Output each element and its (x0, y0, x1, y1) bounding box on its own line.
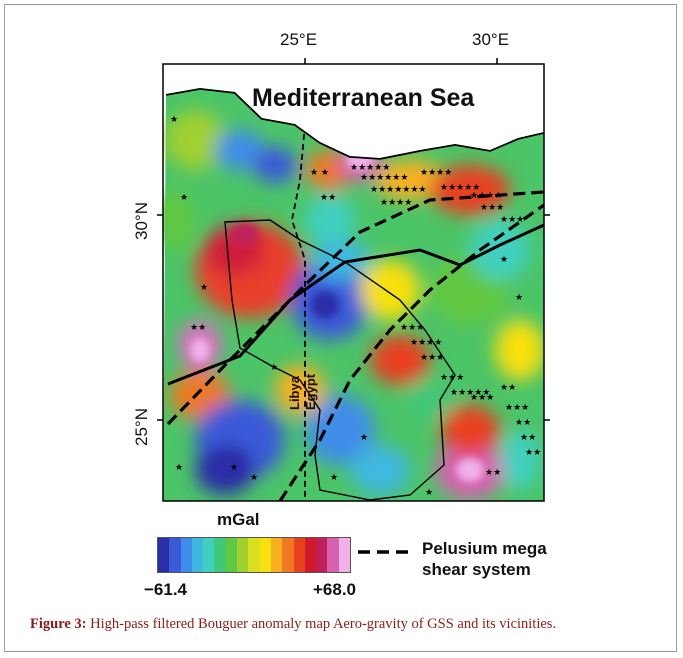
svg-text:★★★★★: ★★★★★ (440, 183, 480, 193)
svg-text:★: ★ (230, 463, 238, 473)
colorbar-swatch (270, 538, 283, 572)
svg-text:★: ★ (500, 255, 508, 265)
colorbar-swatch (282, 538, 294, 572)
colorbar-swatch (169, 538, 181, 572)
country-label-egypt: Egypt (303, 373, 318, 410)
colorbar-swatch (203, 538, 215, 572)
svg-text:★★★: ★★★ (480, 203, 504, 213)
svg-text:★: ★ (180, 193, 188, 203)
svg-text:★: ★ (360, 433, 368, 443)
map-figure: ★★★★★ ★★★★★★ ★★★★★★★ ★★★★ ★★★★★ ★★★★ ★★★ ★★★ ★… (132, 30, 550, 502)
svg-text:★★★: ★★★ (440, 373, 464, 383)
colorbar-swatch (304, 538, 317, 572)
svg-text:★★★★: ★★★★ (410, 338, 442, 348)
colorbar-swatch (225, 538, 238, 572)
x-tick-30e: 30°E (472, 30, 510, 49)
legend-line-1: Pelusium mega (422, 539, 547, 558)
colorbar-swatch (327, 538, 339, 572)
earthquake-markers: ★★★★★★★★★★★★★★★★★★ ★★★★★★★★★★★★★ ★★★★★★★… (170, 115, 541, 498)
y-tick-30n: 30°N (132, 202, 151, 240)
colorbar-swatch (180, 538, 192, 572)
svg-text:★: ★ (175, 463, 183, 473)
svg-text:★★★: ★★★ (420, 353, 444, 363)
svg-text:★★: ★★ (515, 418, 531, 428)
svg-text:★★★★★: ★★★★★ (450, 388, 490, 398)
colorbar (157, 537, 351, 573)
svg-text:★: ★ (330, 473, 338, 483)
map-border (162, 63, 545, 502)
colorbar-swatch (158, 538, 170, 572)
colorbar-swatch (293, 538, 305, 572)
colorbar-swatch (338, 538, 351, 572)
caption-text: High-pass filtered Bouguer anomaly map A… (86, 616, 557, 632)
anomaly-raster: ★★★★★★★★★★★★★★★★★★ ★★★★★★★★★★★★★ ★★★★★★★… (163, 64, 544, 501)
svg-text:★: ★ (170, 115, 178, 125)
country-label-libya: Libya (287, 376, 302, 410)
svg-text:★: ★ (425, 488, 433, 498)
colorbar-swatch (316, 538, 328, 572)
shear-line-legend-symbol (358, 550, 414, 554)
colorbar-swatch (237, 538, 249, 572)
x-tick-25e: 25°E (280, 30, 318, 49)
svg-text:★★★: ★★★ (470, 393, 494, 403)
colorbar-swatch (191, 538, 204, 572)
svg-text:★ ★: ★ ★ (310, 168, 329, 178)
svg-text:★★★: ★★★ (500, 215, 524, 225)
svg-text:★★★: ★★★ (400, 323, 424, 333)
figure-caption: Figure 3: High-pass filtered Bouguer ano… (30, 616, 556, 633)
svg-text:★★: ★★ (485, 468, 501, 478)
svg-text:★★: ★★ (500, 383, 516, 393)
svg-text:★★: ★★ (520, 433, 536, 443)
svg-text:★★★★: ★★★★ (470, 191, 502, 201)
svg-text:★: ★ (515, 293, 523, 303)
svg-text:★★: ★★ (525, 448, 541, 458)
svg-text:★★: ★★ (320, 193, 336, 203)
svg-text:★★★★: ★★★★ (380, 198, 412, 208)
svg-text:★★★★★★: ★★★★★★ (360, 173, 408, 183)
svg-text:★★★★★: ★★★★★ (350, 163, 390, 173)
caption-label: Figure 3: (30, 616, 87, 632)
svg-text:★★★★: ★★★★ (420, 168, 452, 178)
svg-text:★: ★ (270, 363, 278, 373)
colorbar-max-label: +68.0 (313, 580, 357, 599)
colorbar-swatch (214, 538, 226, 572)
shear-line-legend-label: Pelusium mega shear system (422, 538, 547, 580)
legend-line-2: shear system (422, 560, 531, 579)
colorbar-swatch (248, 538, 260, 572)
sea-label: Mediterranean Sea (252, 84, 475, 112)
bouguer-anomaly-map: ★★★★★★★★★★★★★★★★★★ ★★★★★★★★★★★★★ ★★★★★★★… (157, 58, 550, 502)
y-tick-25n: 25°N (132, 408, 151, 446)
colorbar-unit: mGal (217, 510, 260, 529)
colorbar-min-label: −61.4 (144, 580, 188, 599)
svg-text:★: ★ (250, 473, 258, 483)
svg-text:★: ★ (200, 283, 208, 293)
colorbar-swatch (259, 538, 271, 572)
svg-text:★★★: ★★★ (505, 403, 529, 413)
svg-text:★★★★★★★: ★★★★★★★ (370, 185, 426, 195)
svg-text:★★: ★★ (190, 323, 206, 333)
